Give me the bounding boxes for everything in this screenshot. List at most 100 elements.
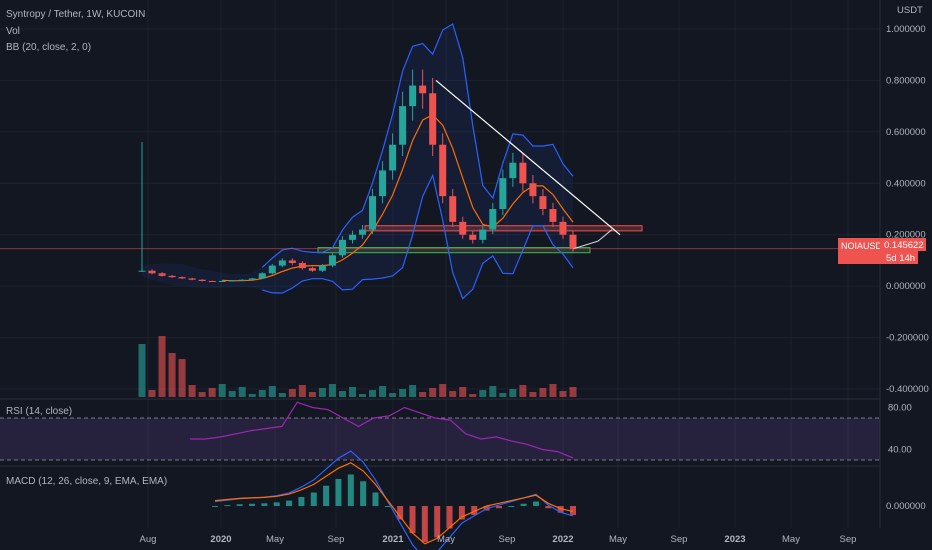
candle-body: [198, 279, 206, 281]
candle-body: [439, 144, 447, 197]
volume-bar: [268, 386, 276, 397]
rsi-tick-label: 80.00: [888, 403, 912, 414]
time-tick-label: 2021: [382, 534, 404, 545]
bollinger-band-lines: [222, 23, 574, 300]
time-tick-label: May: [782, 534, 800, 545]
volume-bar: [318, 388, 326, 397]
currency-label: USDT: [897, 5, 923, 16]
macd-histogram-bar: [471, 506, 478, 515]
candle-body: [158, 273, 166, 276]
symbol-title[interactable]: Syntropy / Tether, 1W, KUCOIN: [6, 9, 145, 20]
macd-histogram-bar: [273, 502, 280, 506]
time-tick-label: 2023: [724, 534, 745, 545]
volume-bar: [178, 359, 186, 397]
macd-histogram-bar: [409, 506, 416, 533]
volume-legend[interactable]: Vol: [6, 26, 20, 37]
volume-bar: [509, 389, 517, 397]
volume-bar: [479, 390, 487, 397]
candle-body: [399, 106, 407, 145]
candle-body: [529, 183, 537, 197]
time-tick-label: Sep: [671, 534, 688, 545]
volume-bar: [459, 387, 467, 397]
macd-histogram-bar: [557, 506, 564, 513]
candle-body: [268, 265, 276, 274]
candle-body: [449, 196, 457, 222]
macd-histogram-bar: [384, 506, 391, 507]
bollinger-legend[interactable]: BB (20, close, 2, 0): [6, 42, 91, 53]
macd-histogram-bar: [323, 485, 330, 506]
time-tick-label: Sep: [328, 534, 345, 545]
candle-body: [318, 265, 326, 271]
volume-bar: [379, 386, 387, 397]
volume-bar: [559, 391, 567, 397]
candle-body: [308, 268, 316, 271]
price-tick-label: 0.600000: [886, 127, 926, 138]
candle-body: [409, 85, 417, 107]
price-tick-label: -0.400000: [886, 384, 929, 395]
macd-histogram-bar: [545, 506, 552, 509]
resistance-zone: [364, 225, 643, 232]
volume-bar: [529, 392, 537, 397]
macd-histogram-bar: [495, 506, 502, 509]
volume-bar: [218, 384, 226, 397]
time-tick-label: May: [266, 534, 284, 545]
macd-histogram-bar: [261, 503, 268, 506]
candle-body: [359, 229, 367, 235]
time-tick-label: Sep: [840, 534, 857, 545]
candle-body: [489, 209, 497, 230]
macd-histogram-bar: [520, 503, 527, 506]
candle-body: [278, 260, 286, 266]
price-tick-label: 1.000000: [886, 24, 926, 35]
volume-bar: [158, 336, 166, 397]
macd-histogram-bar: [446, 506, 453, 529]
macd-tick-label: 0.000000: [886, 501, 926, 512]
last-price-value: 0.145622: [884, 240, 924, 251]
candle-body: [208, 281, 216, 282]
candle-body: [509, 162, 517, 179]
volume-bar: [409, 385, 417, 397]
candle-body: [499, 178, 507, 209]
candle-body: [348, 234, 356, 240]
volume-bar: [238, 387, 246, 397]
volume-bar: [489, 386, 497, 397]
volume-bar: [228, 391, 236, 397]
bar-countdown: 5d 14h: [886, 253, 915, 264]
candle-body: [389, 144, 397, 171]
volume-bar: [419, 392, 427, 397]
macd-histogram-bar: [532, 501, 539, 506]
candle-body: [549, 209, 557, 222]
volume-bar: [539, 388, 547, 397]
volume-bar: [188, 385, 196, 397]
macd-legend[interactable]: MACD (12, 26, close, 9, EMA, EMA): [6, 476, 167, 487]
macd-histogram-bar: [508, 506, 515, 507]
price-axis: 1.000000 0.800000 0.600000 0.400000 0.200000…: [886, 24, 929, 395]
candle-body: [178, 277, 186, 279]
ticker-label: NOIAUSDT: [841, 241, 888, 251]
time-axis: Aug 2020 May Sep 2021 May Sep 2022 May Sep 2023 May…: [140, 534, 857, 545]
countdown-box: [880, 251, 918, 264]
volume-bar: [399, 389, 407, 397]
rsi-legend[interactable]: RSI (14, close): [6, 406, 72, 417]
volume-bar: [198, 392, 206, 397]
price-value-box: [880, 238, 926, 251]
time-tick-label: May: [437, 534, 455, 545]
volume-bar: [348, 387, 356, 397]
candle-body: [429, 93, 437, 145]
candle-body: [298, 263, 306, 269]
trendline[interactable]: [435, 79, 621, 250]
volume-bar: [499, 393, 507, 397]
macd-histogram-bar: [372, 492, 379, 506]
macd-histogram-bar: [224, 505, 231, 507]
macd-histogram-bar: [434, 506, 441, 538]
volume-bar: [429, 388, 437, 397]
signal-line: [214, 462, 574, 545]
time-tick-label: 2022: [552, 534, 573, 545]
projection-arrow: [572, 229, 613, 250]
candle-body: [479, 229, 487, 240]
candle-body: [138, 270, 146, 272]
macd-histogram-bar: [249, 503, 256, 506]
bollinger-upper: [261, 23, 574, 268]
volume-bar: [258, 390, 266, 397]
candle-body: [228, 280, 236, 282]
